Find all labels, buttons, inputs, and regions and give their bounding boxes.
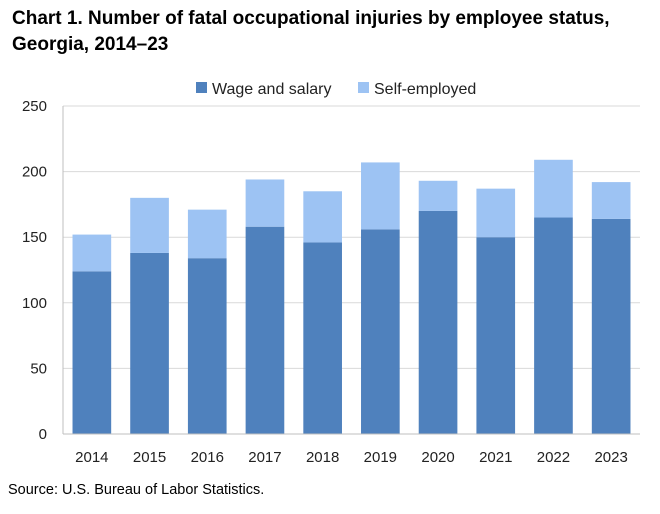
bar-self-employed-2014: [72, 234, 112, 272]
x-tick-label-2016: 2016: [191, 449, 224, 466]
bar-self-employed-2020: [418, 180, 458, 211]
bar-wage-and-salary-2018: [303, 242, 342, 434]
source-note: Source: U.S. Bureau of Labor Statistics.: [8, 482, 264, 498]
bar-wage-and-salary-2016: [187, 258, 227, 434]
x-tick-label-2021: 2021: [479, 449, 512, 466]
y-tick-label-50: 50: [30, 360, 47, 377]
legend-swatch-self-employed: [358, 82, 369, 93]
y-tick-label-0: 0: [39, 426, 47, 443]
bar-self-employed-2022: [534, 159, 573, 218]
bar-self-employed-2021: [476, 188, 516, 238]
bar-wage-and-salary-2017: [245, 226, 285, 434]
chart-title-line-2: Georgia, 2014–23: [12, 34, 168, 55]
y-tick-label-200: 200: [22, 164, 47, 181]
bar-self-employed-2017: [245, 179, 285, 227]
legend-label-wage-and-salary: Wage and salary: [212, 81, 331, 98]
legend: Wage and salary Self-employed: [196, 81, 476, 98]
x-tick-label-2022: 2022: [537, 449, 570, 466]
bar-self-employed-2023: [591, 182, 631, 219]
bars: [72, 159, 631, 434]
bar-self-employed-2015: [130, 197, 169, 253]
bar-self-employed-2019: [361, 162, 400, 230]
bar-self-employed-2016: [187, 209, 227, 259]
x-tick-label-2023: 2023: [594, 449, 627, 466]
bar-wage-and-salary-2020: [418, 210, 458, 434]
x-tick-label-2020: 2020: [421, 449, 454, 466]
x-tick-label-2017: 2017: [248, 449, 281, 466]
x-tick-label-2015: 2015: [133, 449, 166, 466]
legend-swatch-wage-and-salary: [196, 82, 207, 93]
bar-wage-and-salary-2021: [476, 237, 516, 434]
chart-title-line-1: Chart 1. Number of fatal occupational in…: [12, 8, 610, 29]
bar-wage-and-salary-2022: [534, 217, 573, 434]
y-tick-label-150: 150: [22, 229, 47, 246]
bar-self-employed-2018: [303, 191, 342, 243]
bar-wage-and-salary-2014: [72, 271, 112, 434]
bar-wage-and-salary-2023: [591, 218, 631, 434]
y-tick-label-250: 250: [22, 98, 47, 115]
x-tick-label-2018: 2018: [306, 449, 339, 466]
x-axis: 2014 2015 2016 2017 2018 2019 2020 2021 2022 2023: [63, 433, 640, 466]
x-tick-label-2019: 2019: [364, 449, 397, 466]
bar-wage-and-salary-2015: [130, 252, 169, 434]
y-axis: 0 50 100 150 200 250: [22, 98, 64, 443]
legend-label-self-employed: Self-employed: [374, 81, 476, 98]
y-tick-label-100: 100: [22, 295, 47, 312]
bar-wage-and-salary-2019: [361, 229, 400, 434]
x-tick-label-2014: 2014: [75, 449, 108, 466]
